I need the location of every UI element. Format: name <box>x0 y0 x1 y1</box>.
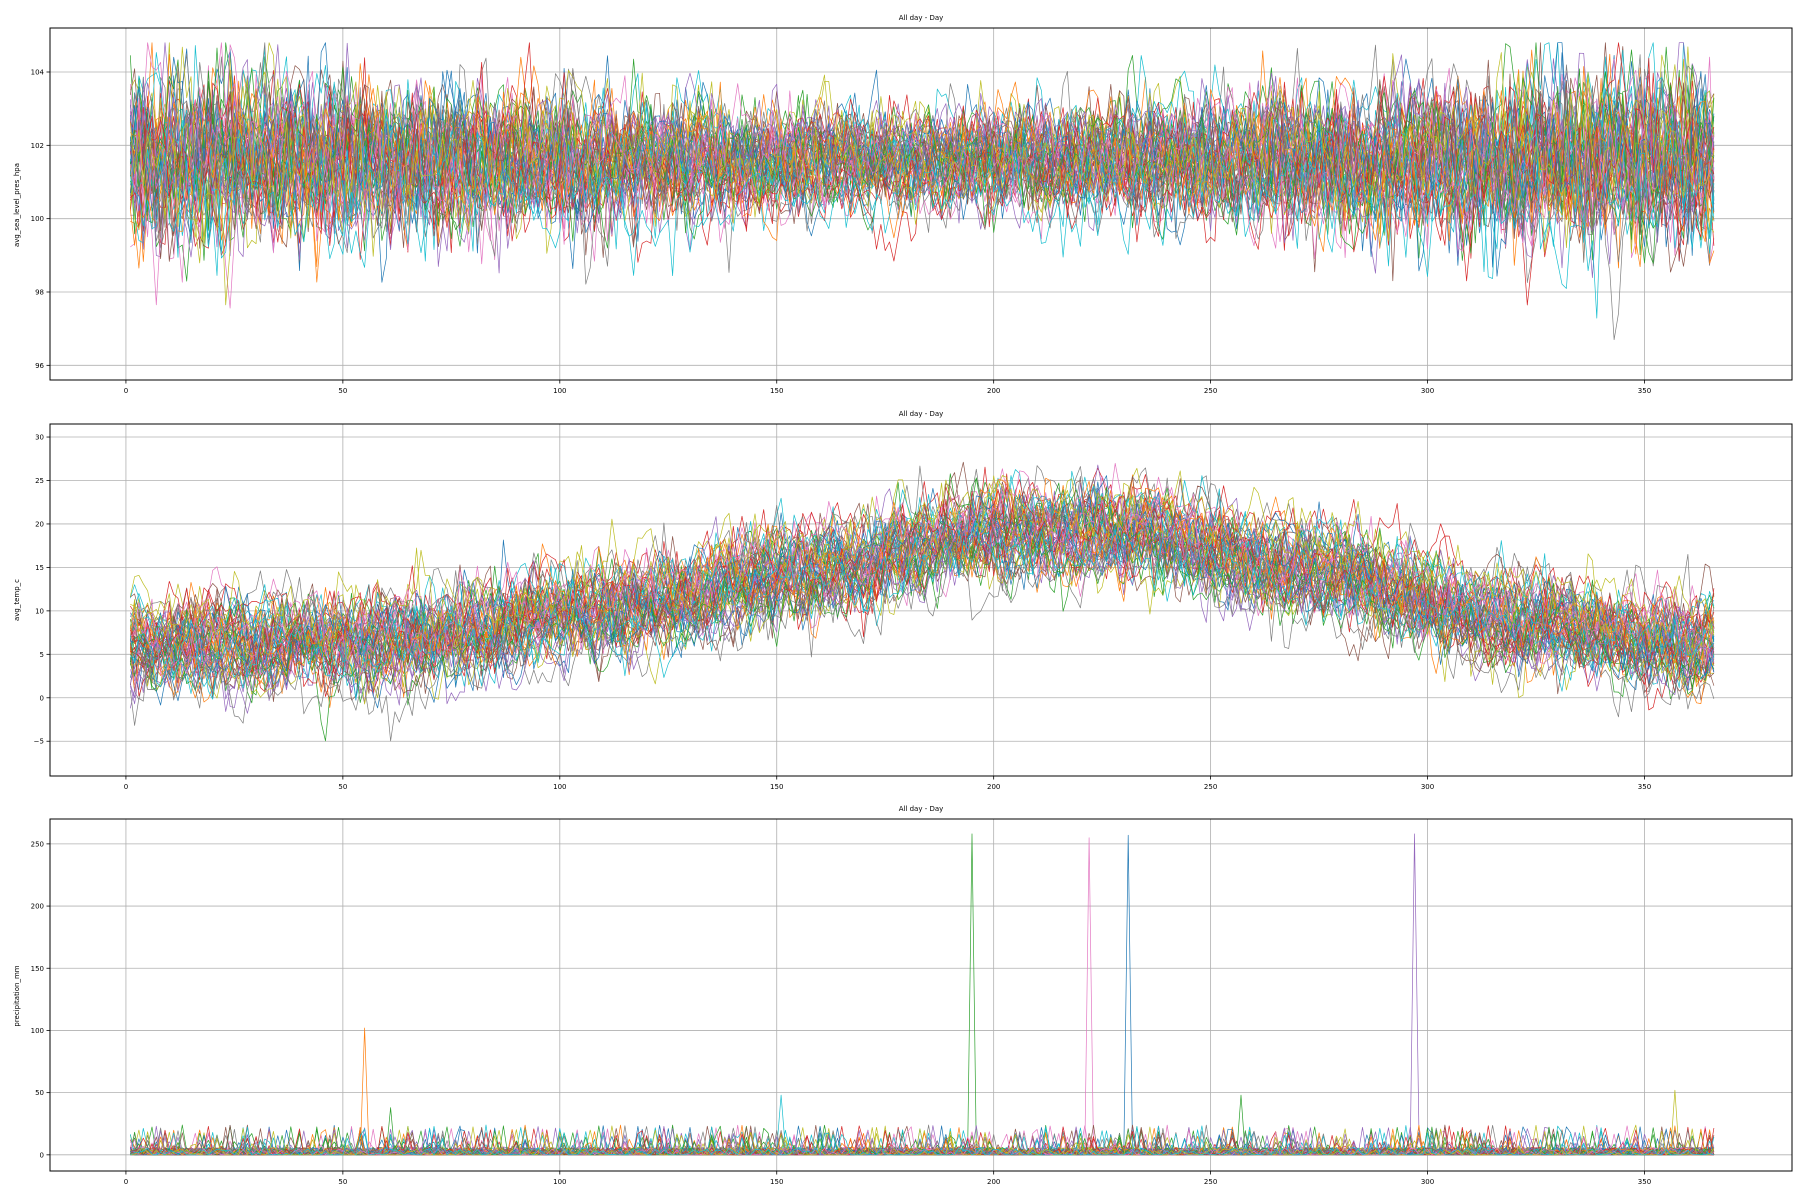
chart-title: All day - Day <box>899 805 944 813</box>
x-tick-label: 300 <box>1421 783 1434 791</box>
series-line <box>129 496 1715 742</box>
series-lines <box>129 461 1715 742</box>
series-line <box>129 513 1715 700</box>
series-line <box>130 1126 1715 1156</box>
series-line <box>129 510 1715 692</box>
x-tick-label: 350 <box>1638 783 1651 791</box>
series-line <box>129 42 1715 263</box>
plot-frame <box>49 818 1793 1172</box>
y-tick-label: −5 <box>34 738 44 746</box>
y-tick-label: 0 <box>40 1151 44 1159</box>
y-tick-label: 96 <box>35 362 44 370</box>
series-line <box>129 42 1715 241</box>
y-tick-label: 0 <box>40 694 44 702</box>
chart-panel-precipitation: All day - Day precipitation_mm 0 50 100 150… <box>13 805 1793 1186</box>
plot-frame <box>49 27 1793 381</box>
y-tick-label: 104 <box>31 69 45 77</box>
series-line <box>129 502 1715 687</box>
y-tick-label: 98 <box>35 289 44 297</box>
y-tick-label: 50 <box>35 1089 44 1097</box>
x-tick-label: 100 <box>553 387 566 395</box>
x-tick-label: 200 <box>987 783 1000 791</box>
y-tick-label: 15 <box>35 564 44 572</box>
chart-panel-sea-level-pressure: All day - Day avg_sea_level_pres_hpa 0 50… <box>13 14 1793 395</box>
chart-title: All day - Day <box>899 410 944 418</box>
series-line <box>129 46 1715 254</box>
series-line <box>129 42 1715 264</box>
x-tick-label: 150 <box>770 1178 783 1186</box>
y-tick-label: 150 <box>31 965 44 973</box>
x-tick-label: 0 <box>124 1178 128 1186</box>
y-tick-label: 20 <box>35 520 44 528</box>
series-line <box>130 1125 1715 1156</box>
series-line <box>129 479 1715 656</box>
x-tick-label: 200 <box>987 1178 1000 1186</box>
y-tick-label: 25 <box>35 477 44 485</box>
x-tick-label: 100 <box>553 1178 566 1186</box>
series-line <box>129 837 1715 1156</box>
series-line <box>130 834 1714 1156</box>
y-tick-label: 250 <box>31 840 44 848</box>
x-tick-label: 350 <box>1638 387 1651 395</box>
x-tick-label: 250 <box>1204 783 1217 791</box>
series-lines <box>129 42 1715 341</box>
series-line <box>130 1027 1714 1156</box>
x-tick-label: 200 <box>987 387 1000 395</box>
x-tick-label: 50 <box>338 783 347 791</box>
series-line <box>130 494 1714 705</box>
chart-title: All day - Day <box>899 14 944 22</box>
series-line <box>130 1125 1715 1156</box>
y-tick-label: 5 <box>40 651 44 659</box>
series-line <box>129 77 1715 283</box>
y-tick-label: 30 <box>35 434 44 442</box>
y-tick-label: 10 <box>35 607 44 615</box>
x-tick-label: 300 <box>1421 1178 1434 1186</box>
x-tick-label: 50 <box>338 1178 347 1186</box>
series-line <box>129 470 1715 663</box>
x-tick-label: 0 <box>124 783 128 791</box>
series-line <box>129 480 1715 694</box>
series-line <box>129 42 1715 254</box>
series-line <box>130 470 1715 680</box>
series-line <box>129 504 1715 709</box>
x-tick-label: 300 <box>1421 387 1434 395</box>
series-line <box>129 115 1715 319</box>
plot-frame <box>49 423 1793 777</box>
series-line <box>130 833 1714 1156</box>
y-axis-label: avg_temp_c <box>13 579 21 621</box>
axes: 0 50 100 150 200 250 300 350 −5 0 5 10 15 20 25 30 <box>34 423 1793 791</box>
series-line <box>129 526 1715 742</box>
y-tick-label: 200 <box>31 903 44 911</box>
axes: 0 50 100 150 200 250 300 350 0 50 100 150 200 250 <box>31 818 1793 1186</box>
gridlines <box>50 819 1792 1171</box>
x-tick-label: 250 <box>1204 387 1217 395</box>
y-axis-label: precipitation_mm <box>13 965 21 1026</box>
x-tick-label: 150 <box>770 387 783 395</box>
x-tick-label: 50 <box>338 387 347 395</box>
axes: 0 50 100 150 200 250 300 350 96 98 100 102 104 <box>31 27 1793 395</box>
x-tick-label: 0 <box>124 387 128 395</box>
series-line <box>130 475 1715 681</box>
series-line <box>130 1126 1714 1156</box>
y-axis-label: avg_sea_level_pres_hpa <box>13 163 21 247</box>
series-line <box>130 833 1715 1156</box>
x-tick-label: 100 <box>553 783 566 791</box>
y-tick-label: 100 <box>31 1027 44 1035</box>
series-lines <box>129 833 1715 1156</box>
x-tick-label: 250 <box>1204 1178 1217 1186</box>
y-tick-label: 100 <box>31 215 44 223</box>
series-line <box>129 44 1715 263</box>
chart-panel-avg-temperature: All day - Day avg_temp_c 0 50 100 150 200 250… <box>13 410 1793 791</box>
x-tick-label: 350 <box>1638 1178 1651 1186</box>
y-tick-label: 102 <box>31 142 44 150</box>
x-tick-label: 150 <box>770 783 783 791</box>
